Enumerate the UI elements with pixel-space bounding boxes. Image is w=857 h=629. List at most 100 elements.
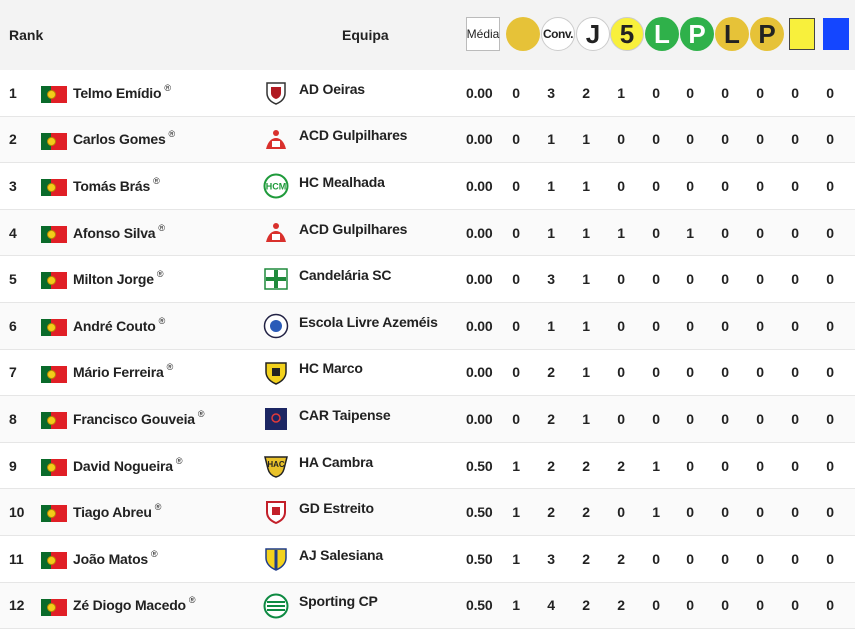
team-name-link[interactable]: Sporting CP [299, 593, 378, 610]
blue-card-icon[interactable] [823, 18, 849, 50]
media-cell: 0.50 [466, 597, 493, 614]
stat-cell: 0 [791, 410, 799, 427]
stat-cell: 0 [756, 317, 764, 334]
team-name-link[interactable]: Candelária SC [299, 267, 392, 284]
stat-cell: 1 [686, 224, 694, 241]
media-cell: 0.00 [466, 364, 493, 381]
stat-cell: 2 [617, 550, 625, 567]
stat-cell: 0 [756, 364, 764, 381]
stat-cell: 0 [826, 84, 834, 101]
stat-cell: 2 [582, 597, 590, 614]
table-row[interactable]: 5 Milton Jorge ® Candelária SC 0.00 0 3 1 0 0 0 0 0 0… [0, 256, 855, 303]
rank-cell: 5 [9, 271, 17, 288]
table-row[interactable]: 2 Carlos Gomes ® ACD Gulpilhares 0.00 0 1 1 0 0 0 0… [0, 116, 855, 164]
team-name-link[interactable]: GD Estreito [299, 500, 374, 517]
stat-cell: 3 [547, 84, 555, 101]
yellow-card-icon[interactable] [789, 18, 815, 50]
table-row[interactable]: 11 João Matos ® AJ Salesiana 0.50 1 3 2 2 0 0 0 0 0 0 [0, 536, 855, 583]
player-name-link[interactable]: Afonso Silva ® [73, 222, 165, 241]
registered-icon: ® [175, 455, 183, 466]
stat-cell: 1 [582, 177, 590, 194]
team-logo-icon[interactable] [263, 313, 289, 339]
stat-cell: 0 [652, 317, 660, 334]
stat-cell: 2 [582, 457, 590, 474]
team-header[interactable]: Equipa [342, 27, 389, 43]
team-name-link[interactable]: Escola Livre Azeméis [299, 313, 438, 330]
stat-cell: 0 [721, 410, 729, 427]
stat-cell: 2 [582, 504, 590, 521]
player-name-link[interactable]: Tomás Brás ® [73, 175, 160, 194]
team-name-link[interactable]: ACD Gulpilhares [299, 220, 408, 237]
table-row[interactable]: 6 André Couto ® Escola Livre Azeméis 0.00 0 1 1… [0, 302, 855, 350]
table-row[interactable]: 9 David Nogueira ® HAC HA Cambra 0.50 1 2 2 2 1 0 0 0… [0, 443, 855, 490]
l-green-header[interactable]: L [645, 17, 679, 51]
stat-cell: 0 [686, 317, 694, 334]
stat-cell: 0 [756, 224, 764, 241]
p-green-header[interactable]: P [680, 17, 714, 51]
svg-text:HAC: HAC [267, 460, 285, 469]
stat-cell: 2 [547, 504, 555, 521]
table-row[interactable]: 12 Zé Diogo Macedo ® Sporting CP 0.50 1 4 2 2 0 0 0… [0, 582, 855, 629]
player-name-link[interactable]: David Nogueira ® [73, 455, 183, 474]
team-logo-icon[interactable] [263, 127, 289, 153]
team-name-link[interactable]: ACD Gulpilhares [299, 127, 408, 144]
l-yellow-header[interactable]: L [715, 17, 749, 51]
team-name-link[interactable]: AD Oeiras [299, 80, 365, 97]
rank-cell: 2 [9, 131, 17, 148]
stat-cell: 1 [547, 224, 555, 241]
player-name-link[interactable]: Zé Diogo Macedo ® [73, 595, 196, 614]
stat-cell: 0 [686, 131, 694, 148]
team-logo-icon[interactable] [263, 546, 289, 572]
stat-cell: 0 [617, 131, 625, 148]
rank-cell: 6 [9, 317, 17, 334]
table-row[interactable]: 7 Mário Ferreira ® HC Marco 0.00 0 2 1 0 0 0 0 0 0 0 [0, 350, 855, 397]
player-name-link[interactable]: Mário Ferreira ® [73, 362, 174, 381]
player-name-link[interactable]: Telmo Emídio ® [73, 82, 171, 101]
five-header[interactable]: 5 [610, 17, 644, 51]
registered-icon: ® [166, 362, 174, 373]
conv-header[interactable]: Conv. [541, 17, 575, 51]
table-row[interactable]: 3 Tomás Brás ® HCM HC Mealhada 0.00 0 1 1 0 0 0 0 0 0 0 [0, 163, 855, 210]
stat-cell: 0 [721, 317, 729, 334]
team-logo-icon[interactable] [263, 593, 289, 619]
p-yellow-header[interactable]: P [750, 17, 784, 51]
stat-cell: 0 [756, 410, 764, 427]
table-row[interactable]: 10 Tiago Abreu ® GD Estreito 0.50 1 2 2 0 1 0 0 0 0 0 [0, 489, 855, 536]
portugal-flag-icon [41, 318, 67, 336]
team-name-link[interactable]: HC Mealhada [299, 173, 385, 190]
registered-icon: ® [156, 269, 164, 280]
team-logo-icon[interactable] [263, 360, 289, 386]
table-row[interactable]: 4 Afonso Silva ® ACD Gulpilhares 0.00 0 1 1 1 0 1 0… [0, 209, 855, 257]
rank-header[interactable]: Rank [9, 27, 44, 43]
team-logo-icon[interactable] [263, 499, 289, 525]
player-name-link[interactable]: André Couto ® [73, 315, 166, 334]
registered-icon: ® [197, 408, 205, 419]
team-name-link[interactable]: HC Marco [299, 360, 363, 377]
table-row[interactable]: 8 Francisco Gouveia ® CAR Taipense 0.00 0 2 1 0 0… [0, 396, 855, 443]
player-name-link[interactable]: Tiago Abreu ® [73, 502, 162, 521]
yellow-circle-icon[interactable] [506, 17, 540, 51]
media-header[interactable]: Média [466, 17, 500, 51]
team-logo-icon[interactable] [263, 220, 289, 246]
team-logo-icon[interactable]: HAC [263, 453, 289, 479]
team-name-link[interactable]: AJ Salesiana [299, 546, 383, 563]
j-header[interactable]: J [576, 17, 610, 51]
team-logo-icon[interactable] [263, 406, 289, 432]
media-cell: 0.00 [466, 271, 493, 288]
team-logo-icon[interactable] [263, 266, 289, 292]
team-logo-icon[interactable] [263, 80, 289, 106]
portugal-flag-icon [41, 598, 67, 616]
player-name-link[interactable]: Francisco Gouveia ® [73, 408, 205, 427]
portugal-flag-icon [41, 225, 67, 243]
table-row[interactable]: 1 Telmo Emídio ® AD Oeiras 0.00 0 3 2 1 0 0 0 0 0 0 [0, 70, 855, 117]
media-cell: 0.00 [466, 317, 493, 334]
player-name-link[interactable]: Milton Jorge ® [73, 269, 164, 288]
team-logo-icon[interactable]: HCM [263, 173, 289, 199]
player-name-link[interactable]: Carlos Gomes ® [73, 129, 175, 148]
player-name-link[interactable]: João Matos ® [73, 548, 158, 567]
team-name-link[interactable]: CAR Taipense [299, 406, 391, 423]
stat-cell: 0 [652, 410, 660, 427]
team-name-link[interactable]: HA Cambra [299, 453, 373, 470]
stat-cell: 0 [512, 224, 520, 241]
stat-cell: 0 [791, 550, 799, 567]
